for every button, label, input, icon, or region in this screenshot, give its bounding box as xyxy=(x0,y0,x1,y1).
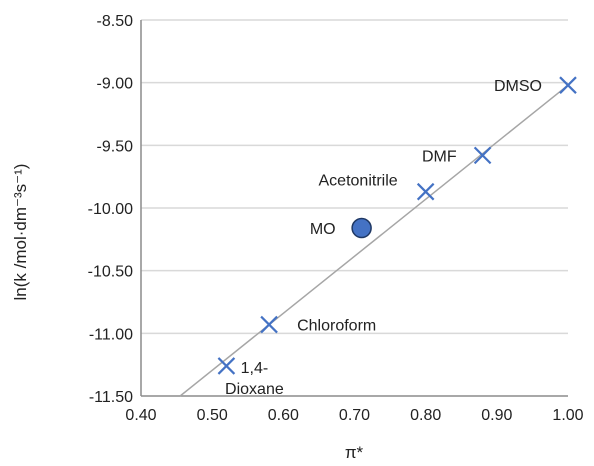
circle-marker-0 xyxy=(351,217,372,239)
x-marker-1 xyxy=(260,315,278,334)
axes xyxy=(140,20,568,397)
x-tick-label-5: 0.90 xyxy=(481,407,512,424)
y-tick-label-6: -11.50 xyxy=(89,389,133,406)
x-tick-label-0: 0.40 xyxy=(125,407,156,424)
x-marker-stroke-b xyxy=(217,357,236,375)
point-label-0-line-1: Dioxane xyxy=(225,381,284,398)
y-tick-label-2: -9.50 xyxy=(97,138,134,155)
y-axis-title: ln(k /mol·dm⁻³s⁻¹) xyxy=(11,164,30,301)
x-marker-2 xyxy=(416,182,435,201)
point-label-3: DMF xyxy=(422,148,457,165)
y-tick-label-1: -9.00 xyxy=(97,76,134,93)
x-marker-4 xyxy=(559,76,577,94)
x-tick-label-6: 1.00 xyxy=(552,407,583,424)
x-tick-label-4: 0.80 xyxy=(410,407,441,424)
trendline xyxy=(179,84,569,397)
point-label-2: Acetonitrile xyxy=(319,173,398,190)
x-marker-3 xyxy=(473,146,492,165)
gridlines xyxy=(141,19,568,335)
point-label-4: DMSO xyxy=(494,78,542,95)
x-axis-title: π* xyxy=(345,443,364,462)
point-label-5: MO xyxy=(310,221,336,238)
tick-labels: -8.50-9.00-9.50-10.00-10.50-11.00-11.500… xyxy=(88,13,584,424)
trendline-path xyxy=(179,84,569,397)
x-tick-label-1: 0.50 xyxy=(197,407,228,424)
point-label-1: Chloroform xyxy=(297,318,376,335)
x-marker-stroke-b xyxy=(416,182,435,201)
y-tick-label-0: -8.50 xyxy=(97,13,134,30)
x-marker-0 xyxy=(217,357,236,375)
x-marker-stroke-b xyxy=(559,76,577,94)
x-marker-stroke-b xyxy=(260,315,278,334)
y-tick-label-5: -11.00 xyxy=(89,326,133,343)
y-tick-label-4: -10.50 xyxy=(88,264,133,281)
point-label-0-line-0: 1,4- xyxy=(241,360,269,377)
y-tick-label-3: -10.00 xyxy=(88,201,133,218)
x-marker-stroke-b xyxy=(473,146,492,165)
x-tick-label-3: 0.70 xyxy=(339,407,370,424)
x-tick-label-2: 0.60 xyxy=(268,407,299,424)
point-labels: 1,4- Dioxane Chloroform Acetonitrile DMF DMSO… xyxy=(225,78,542,398)
data-points xyxy=(217,76,577,375)
